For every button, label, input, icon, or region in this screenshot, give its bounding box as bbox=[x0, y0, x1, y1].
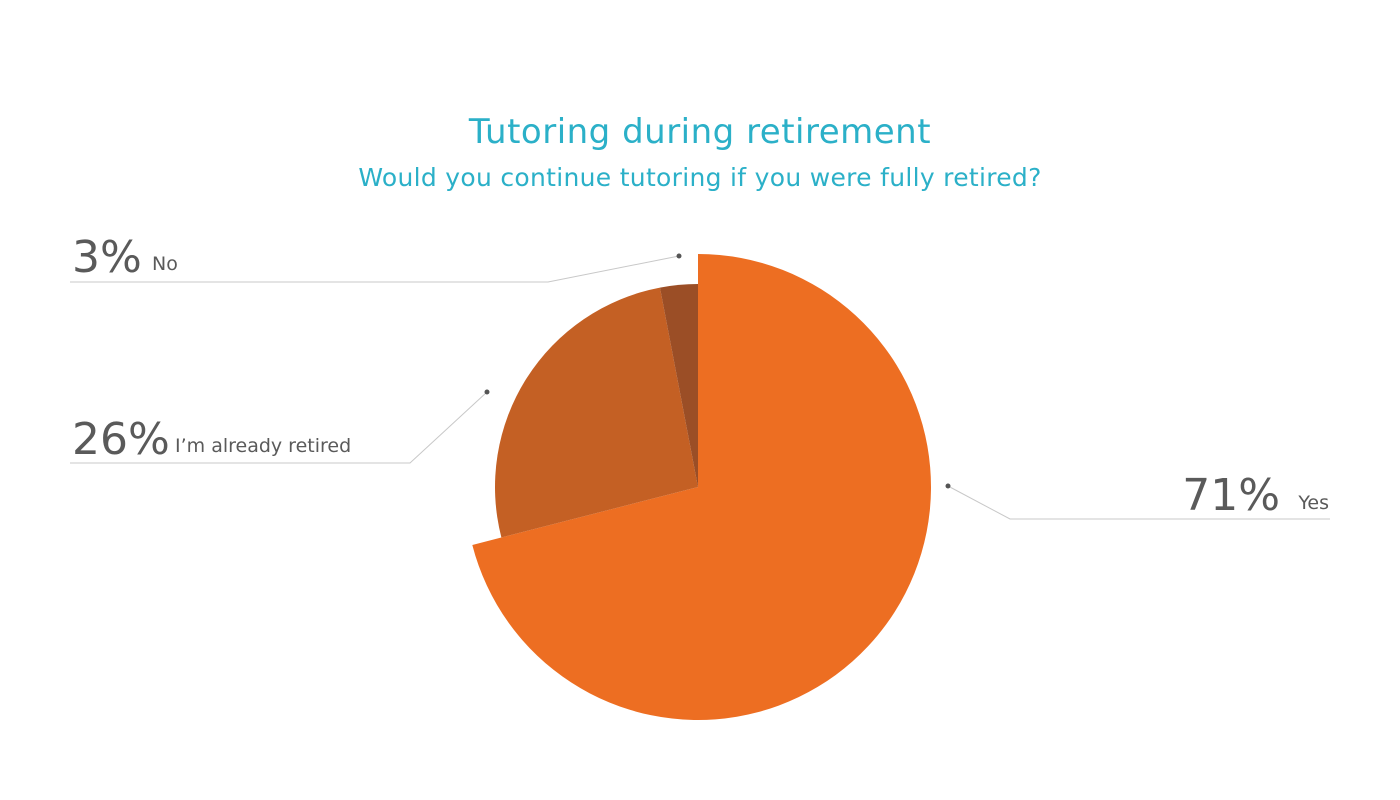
slice-yes-value-label: 71% bbox=[1182, 470, 1280, 521]
pie-slices bbox=[472, 254, 932, 720]
pie-slice-i-m-already-retired bbox=[494, 287, 698, 538]
slice-no-value-label: 3% bbox=[72, 232, 142, 283]
pie-slice-no bbox=[659, 284, 698, 487]
slice-already-retired-category-label: I’m already retired bbox=[175, 435, 351, 457]
slice-yes-category-label: Yes bbox=[1297, 492, 1329, 514]
slice-no-category-label: No bbox=[152, 253, 178, 275]
callout-line-yes bbox=[947, 485, 1330, 520]
chart-title: Tutoring during retirement bbox=[468, 112, 932, 152]
chart-subtitle: Would you continue tutoring if you were … bbox=[358, 163, 1042, 192]
callout-dot-already-retired bbox=[484, 389, 490, 395]
pie-slice-yes bbox=[472, 254, 932, 720]
slice-already-retired-value-label: 26% bbox=[72, 414, 170, 465]
callout-dots bbox=[484, 253, 951, 489]
callout-dot-yes bbox=[945, 483, 951, 489]
callout-lines bbox=[70, 255, 1330, 520]
callout-dot-no bbox=[676, 253, 682, 259]
callout-line-already-retired bbox=[70, 391, 488, 464]
callout-line-no bbox=[70, 255, 680, 283]
